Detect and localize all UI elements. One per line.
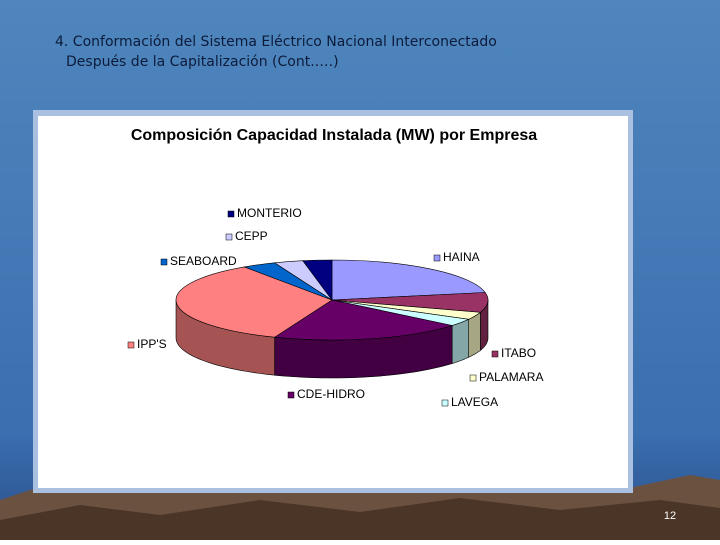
- legend-label: CDE-HIDRO: [297, 387, 365, 401]
- legend-swatch: [441, 399, 449, 407]
- slide-subtitle: Después de la Capitalización (Cont.….): [66, 54, 339, 70]
- legend-swatch: [127, 341, 135, 349]
- legend-swatch: [469, 374, 477, 382]
- slice: [273, 299, 454, 341]
- legend-swatch: [287, 391, 295, 399]
- legend-label: ITABO: [501, 346, 536, 360]
- legend-swatch: [433, 254, 441, 262]
- legend-label: CEPP: [235, 229, 268, 243]
- legend-swatch: [225, 233, 233, 241]
- rocks-front: [0, 498, 720, 540]
- slice-side: [451, 318, 469, 364]
- legend-label: LAVEGA: [451, 395, 498, 409]
- legend-label: MONTERIO: [237, 206, 302, 220]
- slice: [175, 266, 333, 338]
- chart-title: Composición Capacidad Instalada (MW) por…: [131, 127, 537, 144]
- legend-swatch: [227, 210, 235, 218]
- slice: [302, 259, 333, 301]
- legend-label: SEABOARD: [170, 254, 237, 268]
- legend-swatch: [160, 258, 168, 266]
- legend-label: PALAMARA: [479, 370, 543, 384]
- slide-title: 4. Conformación del Sistema Eléctrico Na…: [55, 34, 497, 50]
- legend: HAINA ITABO PALAMARA LAVEGA CDE-HIDRO IPP'S SE…: [127, 206, 543, 409]
- legend-swatch: [491, 350, 499, 358]
- pie: [175, 259, 489, 379]
- page-number: 12: [664, 510, 676, 522]
- slice: [331, 259, 486, 301]
- slice-side: [468, 311, 481, 358]
- legend-label: IPP'S: [137, 337, 167, 351]
- legend-label: HAINA: [443, 250, 480, 264]
